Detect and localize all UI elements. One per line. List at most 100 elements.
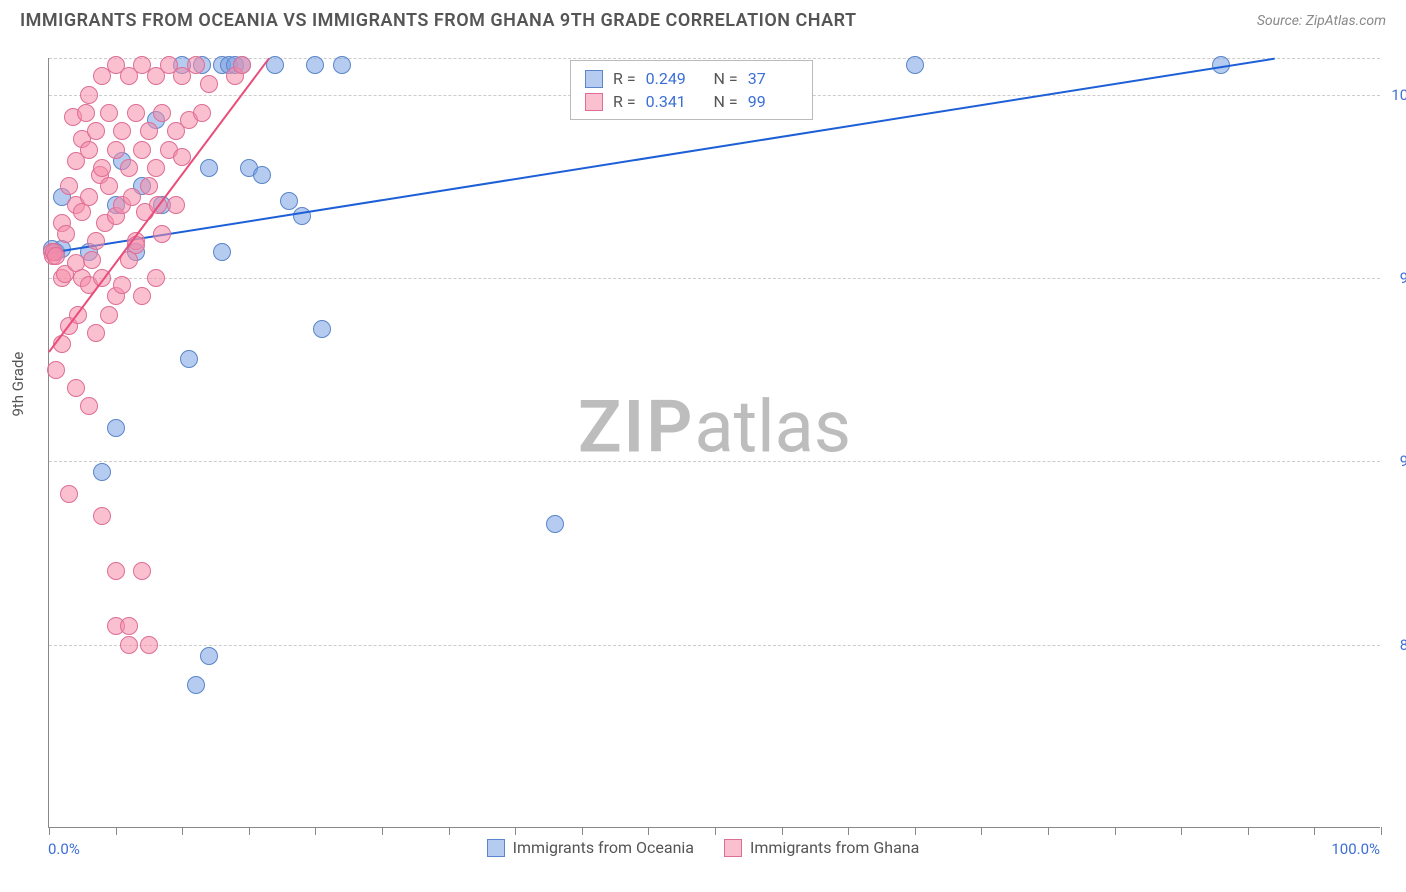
x-tick xyxy=(648,827,649,835)
chart-source: Source: ZipAtlas.com xyxy=(1257,13,1386,29)
source-label: Source: xyxy=(1257,13,1306,29)
data-point-ghana xyxy=(120,636,138,654)
data-point-ghana xyxy=(127,104,145,122)
x-axis-max-label: 100.0% xyxy=(1331,840,1380,858)
data-point-ghana xyxy=(47,361,65,379)
y-axis-title: 9th Grade xyxy=(9,352,27,417)
y-tick-label: 85.0% xyxy=(1400,636,1406,654)
data-point-ghana xyxy=(133,562,151,580)
x-tick xyxy=(182,827,183,835)
x-tick xyxy=(1381,827,1382,835)
data-point-ghana xyxy=(153,104,171,122)
data-point-oceania xyxy=(280,192,298,210)
data-point-ghana xyxy=(120,159,138,177)
legend-swatch xyxy=(585,70,603,88)
data-point-oceania xyxy=(200,159,218,177)
data-point-oceania xyxy=(546,515,564,533)
data-point-ghana xyxy=(100,177,118,195)
data-point-ghana xyxy=(200,75,218,93)
data-point-ghana xyxy=(80,188,98,206)
x-tick xyxy=(116,827,117,835)
x-tick xyxy=(49,827,50,835)
data-point-ghana xyxy=(153,225,171,243)
y-tick-label: 95.0% xyxy=(1400,269,1406,287)
data-point-oceania xyxy=(253,166,271,184)
x-tick xyxy=(1181,827,1182,835)
x-tick xyxy=(1115,827,1116,835)
gridline-horizontal xyxy=(49,645,1380,646)
data-point-ghana xyxy=(87,232,105,250)
data-point-ghana xyxy=(133,141,151,159)
data-point-ghana xyxy=(77,104,95,122)
stats-row: R = 0.341 N = 99 xyxy=(585,90,798,113)
watermark-bold: ZIP xyxy=(578,385,694,470)
data-point-ghana xyxy=(140,636,158,654)
legend-swatch xyxy=(487,839,505,857)
data-point-oceania xyxy=(906,56,924,74)
y-tick-label: 90.0% xyxy=(1400,452,1406,470)
data-point-ghana xyxy=(193,104,211,122)
chart-title: IMMIGRANTS FROM OCEANIA VS IMMIGRANTS FR… xyxy=(20,10,857,31)
data-point-ghana xyxy=(123,188,141,206)
watermark: ZIPatlas xyxy=(578,385,851,470)
data-point-ghana xyxy=(60,485,78,503)
data-point-ghana xyxy=(83,251,101,269)
x-tick xyxy=(981,827,982,835)
data-point-ghana xyxy=(67,379,85,397)
data-point-oceania xyxy=(180,350,198,368)
x-tick xyxy=(1248,827,1249,835)
data-point-oceania xyxy=(107,419,125,437)
data-point-oceania xyxy=(293,207,311,225)
r-value: 0.341 xyxy=(646,92,696,111)
data-point-ghana xyxy=(140,122,158,140)
x-tick xyxy=(1314,827,1315,835)
data-point-ghana xyxy=(80,397,98,415)
legend-label: Immigrants from Ghana xyxy=(750,838,919,857)
data-point-ghana xyxy=(60,177,78,195)
data-point-ghana xyxy=(87,324,105,342)
data-point-ghana xyxy=(233,56,251,74)
x-tick xyxy=(515,827,516,835)
scatter-plot-area: ZIPatlas 85.0%90.0%95.0%100.0% xyxy=(48,58,1380,828)
data-point-ghana xyxy=(113,122,131,140)
data-point-oceania xyxy=(187,676,205,694)
data-point-ghana xyxy=(93,159,111,177)
legend-swatch xyxy=(585,93,603,111)
x-tick xyxy=(1048,827,1049,835)
y-tick-label: 100.0% xyxy=(1391,86,1406,104)
x-tick xyxy=(249,827,250,835)
data-point-ghana xyxy=(107,141,125,159)
correlation-stats-box: R =0.249 N =37R =0.341 N =99 xyxy=(570,60,813,120)
legend-label: Immigrants from Oceania xyxy=(513,838,694,857)
r-label: R = xyxy=(613,92,636,111)
data-point-ghana xyxy=(187,56,205,74)
data-point-ghana xyxy=(80,86,98,104)
n-label: N = xyxy=(706,92,738,111)
data-point-ghana xyxy=(120,617,138,635)
x-tick xyxy=(382,827,383,835)
x-axis-min-label: 0.0% xyxy=(48,840,80,858)
data-point-ghana xyxy=(100,104,118,122)
data-point-ghana xyxy=(93,507,111,525)
data-point-ghana xyxy=(140,177,158,195)
stats-row: R =0.249 N =37 xyxy=(585,67,798,90)
data-point-oceania xyxy=(333,56,351,74)
data-point-ghana xyxy=(147,269,165,287)
gridline-horizontal xyxy=(49,278,1380,279)
data-point-ghana xyxy=(167,196,185,214)
x-tick xyxy=(715,827,716,835)
data-point-ghana xyxy=(100,306,118,324)
data-point-oceania xyxy=(213,243,231,261)
r-label: R = xyxy=(613,69,636,88)
data-point-oceania xyxy=(306,56,324,74)
x-tick xyxy=(848,827,849,835)
x-tick xyxy=(315,827,316,835)
data-point-ghana xyxy=(113,276,131,294)
chart-header: IMMIGRANTS FROM OCEANIA VS IMMIGRANTS FR… xyxy=(0,0,1406,37)
n-value: 99 xyxy=(748,92,798,111)
legend-swatch xyxy=(724,839,742,857)
data-point-oceania xyxy=(313,320,331,338)
data-point-ghana xyxy=(133,287,151,305)
bottom-legend: Immigrants from Oceania Immigrants from G… xyxy=(0,838,1406,857)
x-tick xyxy=(782,827,783,835)
